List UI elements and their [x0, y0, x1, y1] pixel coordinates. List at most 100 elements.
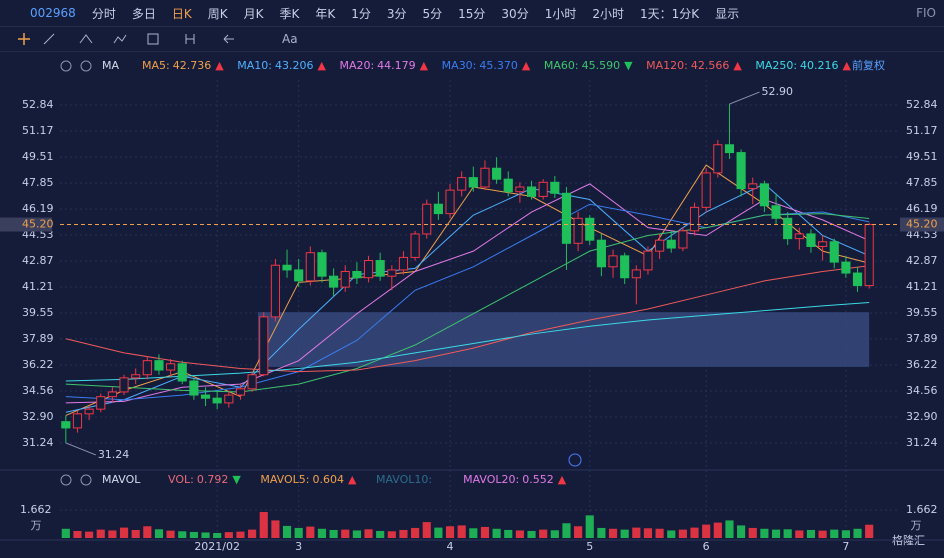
- period-tab[interactable]: 2小时: [592, 6, 624, 21]
- event-icon[interactable]: [568, 453, 582, 467]
- candle-body: [643, 250, 653, 271]
- candle-body: [561, 192, 572, 244]
- volume-bar: [352, 530, 361, 538]
- volume-bar: [597, 527, 606, 538]
- candle-body: [503, 178, 513, 193]
- vol-settings-icon[interactable]: [60, 474, 72, 486]
- candle-body: [852, 272, 863, 287]
- candle-body: [294, 269, 304, 282]
- shape-tool[interactable]: [147, 33, 159, 45]
- period-tab[interactable]: 15分: [458, 6, 486, 21]
- legend-name: MA20:: [339, 59, 374, 72]
- x-tick-label: 7: [842, 540, 849, 553]
- y-tick-label: 46.19: [22, 202, 54, 215]
- volume-bar: [376, 530, 385, 538]
- wave-tool[interactable]: [113, 34, 127, 44]
- measure-tool[interactable]: [185, 34, 195, 44]
- y-tick-label-right: 39.55: [906, 306, 938, 319]
- annotation-leader: [65, 442, 97, 456]
- volume-legend-value: 0.604: [312, 473, 344, 486]
- volume-bar: [841, 530, 850, 538]
- candle-body: [631, 269, 641, 279]
- period-tab[interactable]: 日K: [171, 6, 192, 21]
- channel-tool[interactable]: [79, 34, 93, 44]
- candle-body: [224, 394, 234, 404]
- volume-bar: [213, 532, 222, 538]
- period-tab[interactable]: 多日: [131, 6, 156, 21]
- arrow-tool[interactable]: [223, 34, 234, 44]
- x-tick-label: 3: [295, 540, 302, 553]
- volume-legend-trend: ▲: [348, 473, 357, 486]
- candle-body: [282, 264, 292, 271]
- volume-bar: [713, 522, 722, 538]
- legend-name: MA10:: [237, 59, 272, 72]
- volume-bar: [865, 524, 874, 538]
- y-tick-label-right: 42.87: [906, 254, 938, 267]
- volume-unit-right: 万: [911, 519, 922, 532]
- volume-bar: [306, 526, 315, 538]
- move-tool[interactable]: [18, 33, 30, 45]
- volume-bar: [608, 528, 618, 538]
- candle-body: [783, 217, 793, 240]
- line-tool[interactable]: [43, 33, 55, 45]
- volume-bar: [248, 529, 257, 538]
- y-tick-label-right: 51.17: [906, 124, 938, 137]
- volume-bar: [760, 528, 769, 538]
- vol-close-icon[interactable]: [80, 474, 92, 486]
- volume-legend-value: 0.792: [197, 473, 229, 486]
- period-tab[interactable]: 月K: [243, 6, 264, 21]
- period-tab[interactable]: 3分: [386, 6, 407, 21]
- candle-body: [317, 252, 327, 277]
- period-tab[interactable]: 1小时: [544, 6, 577, 21]
- candle-body: [771, 205, 781, 219]
- candle-body: [131, 374, 141, 379]
- candle-body: [457, 177, 467, 191]
- period-tab[interactable]: 周K: [207, 6, 228, 21]
- volume-bar: [399, 529, 408, 538]
- period-tab[interactable]: 分时: [91, 6, 116, 21]
- adjust-toggle[interactable]: 前复权: [852, 58, 885, 72]
- text-tool[interactable]: Aa: [282, 32, 298, 46]
- y-tick-label: 41.21: [22, 280, 54, 293]
- volume-tick-label: 1.662: [20, 503, 52, 516]
- display-menu[interactable]: 显示: [715, 6, 740, 21]
- y-tick-label: 51.17: [22, 124, 54, 137]
- candle-body: [492, 167, 502, 180]
- y-tick-label: 52.84: [22, 98, 54, 111]
- legend-value: 45.590: [582, 59, 621, 72]
- volume-bar: [620, 529, 629, 538]
- candle-body: [689, 206, 700, 232]
- volume-legend-trend: ▲: [558, 473, 567, 486]
- candle-body: [806, 233, 816, 247]
- volume-indicator: MAVOL: [102, 473, 141, 486]
- candle-body: [748, 183, 758, 190]
- fio-button[interactable]: FIO: [916, 6, 936, 20]
- y-tick-label-right: 49.51: [906, 150, 938, 163]
- candle-body: [387, 269, 397, 277]
- y-tick-label-right: 31.24: [906, 436, 938, 449]
- volume-bar: [818, 530, 827, 538]
- legend-name: MA5:: [142, 59, 170, 72]
- period-tab[interactable]: 1分: [351, 6, 371, 21]
- candle-body: [340, 270, 350, 288]
- volume-bar: [73, 530, 82, 538]
- legend-value: 40.216: [800, 59, 839, 72]
- period-select[interactable]: 1天：1分K: [639, 6, 700, 21]
- period-tab[interactable]: 年K: [315, 6, 336, 21]
- period-tab[interactable]: 季K: [279, 6, 300, 21]
- settings-icon[interactable]: [60, 60, 72, 72]
- period-tab[interactable]: 5分: [422, 6, 443, 21]
- volume-bar: [236, 531, 245, 538]
- y-tick-label-right: 32.90: [906, 410, 938, 423]
- volume-bar: [632, 527, 641, 538]
- candle-body: [200, 394, 211, 399]
- candle-body: [166, 363, 176, 371]
- candle-body: [398, 256, 409, 271]
- period-tab[interactable]: 30分: [501, 6, 529, 21]
- y-tick-label: 47.85: [22, 176, 54, 189]
- candle-body: [480, 167, 490, 188]
- close-icon[interactable]: [80, 60, 92, 72]
- volume-bar: [282, 525, 292, 538]
- legend-name: MA120:: [646, 59, 688, 72]
